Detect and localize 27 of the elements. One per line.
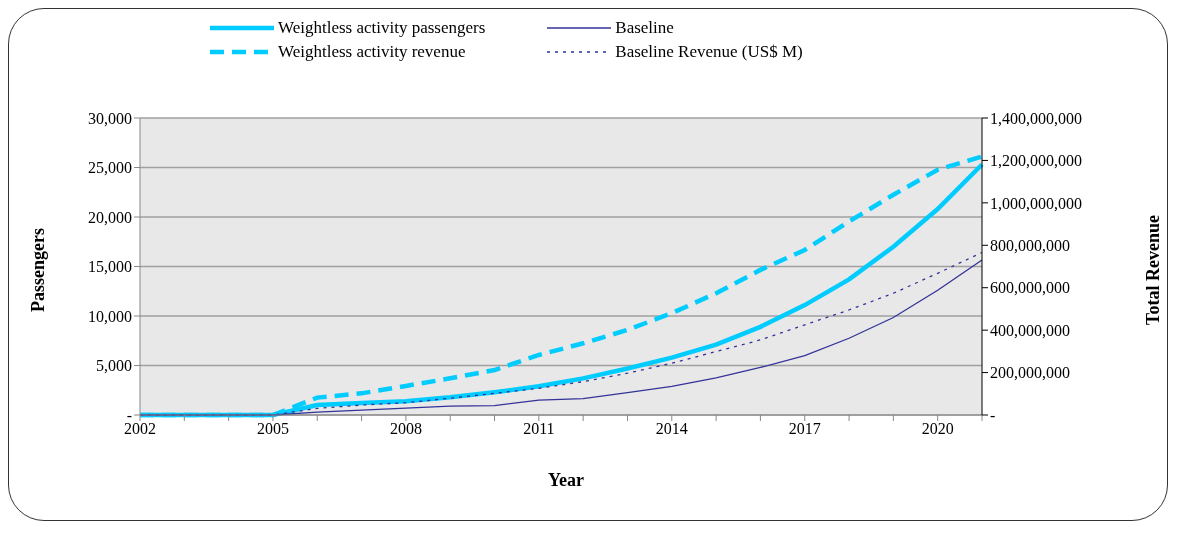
y2-tick-label: 800,000,000 (990, 236, 1070, 254)
y-tick-label: 15,000 (88, 258, 132, 276)
y2-tick-label: 600,000,000 (990, 279, 1070, 297)
y2-tick-label: 1,000,000,000 (990, 194, 1082, 212)
legend-label: Weightless activity passengers (278, 18, 486, 38)
x-tick-label: 2011 (523, 420, 555, 438)
legend-label: Weightless activity revenue (278, 42, 466, 62)
x-tick-label: 2017 (788, 420, 821, 438)
y2-tick-label: 1,200,000,000 (990, 152, 1082, 170)
y-tick-label: 10,000 (88, 307, 132, 325)
y2-tick-label: 400,000,000 (990, 321, 1070, 339)
y-tick-label: 5,000 (96, 357, 132, 375)
y2-tick-label: - (990, 406, 996, 424)
legend-label: Baseline Revenue (US$ M) (615, 42, 803, 62)
x-axis-title: Year (548, 470, 584, 491)
x-tick-label: 2008 (389, 420, 422, 438)
y-tick-label: 25,000 (88, 159, 132, 177)
x-tick-label: 2014 (655, 420, 688, 438)
y-axis-title: Passengers (27, 228, 49, 312)
x-tick-label: 2020 (921, 420, 954, 438)
y2-tick-label: 1,400,000,000 (990, 109, 1082, 127)
x-tick-label: 2005 (256, 420, 289, 438)
legend-label: Baseline (615, 18, 674, 38)
y-tick-label: 30,000 (88, 109, 132, 127)
y2-tick-label: 200,000,000 (990, 364, 1070, 382)
y2-axis-title: Total Revenue (1142, 215, 1164, 325)
y-tick-label: 20,000 (88, 208, 132, 226)
